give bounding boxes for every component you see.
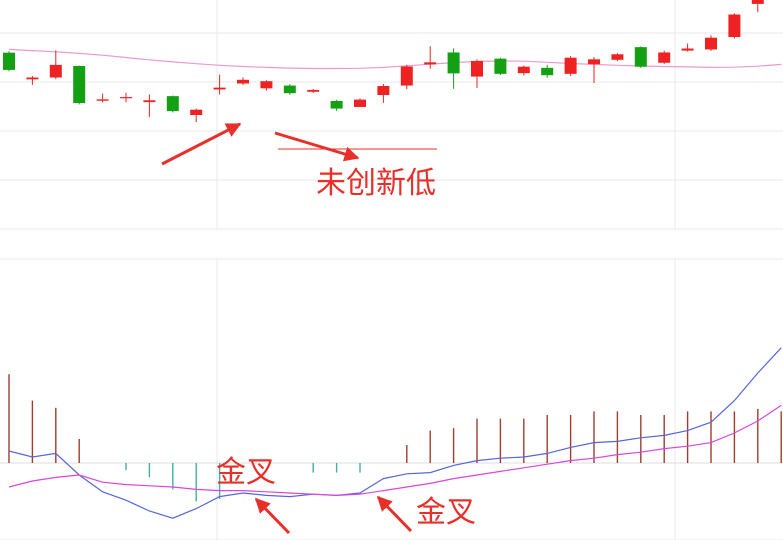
candle-body: [96, 99, 109, 101]
candle-body: [143, 100, 156, 103]
dif-line: [8, 347, 782, 519]
candle-body: [634, 47, 647, 67]
candle: [73, 65, 86, 105]
price-panel-grid: [0, 0, 783, 230]
candle-body: [588, 59, 600, 65]
candle-body: [307, 89, 320, 92]
candle-body: [260, 81, 273, 89]
candle: [166, 95, 179, 113]
candle-body: [120, 97, 132, 99]
candle: [120, 92, 132, 103]
candle: [681, 43, 694, 52]
candle-body: [728, 14, 741, 38]
annotation-golden-cross-2: 金叉: [416, 495, 476, 530]
candle: [213, 74, 226, 95]
candle-body: [541, 67, 554, 76]
candle: [447, 48, 460, 89]
candle: [377, 83, 390, 103]
candle: [330, 99, 343, 111]
candle: [26, 75, 39, 85]
candle-body: [400, 66, 413, 86]
candle: [705, 35, 717, 52]
candle: [541, 64, 554, 78]
candle-body: [658, 52, 671, 63]
candle: [400, 64, 413, 90]
candle: [494, 57, 507, 75]
candle: [260, 80, 273, 91]
moving-average-line: [8, 48, 782, 70]
candle: [424, 46, 437, 69]
candle-body: [354, 99, 366, 107]
candle-body: [49, 64, 62, 78]
candle-body: [705, 37, 717, 50]
arrow-no-new-low-left: [161, 122, 242, 166]
candle: [728, 13, 741, 39]
candle: [283, 84, 296, 95]
candle-body: [3, 52, 15, 70]
indicator-panel-grid: [0, 258, 783, 540]
candle-body: [611, 54, 624, 60]
candle: [658, 50, 671, 64]
candle-body: [681, 48, 694, 51]
arrow-golden-cross-2: [376, 495, 413, 533]
candle-body: [751, 0, 764, 4]
candle-body: [237, 79, 249, 84]
candle-body: [564, 57, 577, 74]
candle-body: [377, 86, 390, 95]
candle: [237, 77, 249, 86]
candle: [3, 51, 15, 72]
macd-histogram: [8, 374, 782, 502]
arrow-golden-cross-1: [254, 497, 291, 535]
candle: [634, 46, 647, 68]
candle-body: [447, 52, 460, 74]
candle: [564, 56, 577, 76]
candle-body: [213, 87, 226, 90]
candle-body: [166, 96, 179, 112]
candle-body: [190, 109, 203, 115]
annotation-golden-cross-1: 金叉: [216, 455, 276, 490]
candle: [354, 98, 366, 107]
candle: [611, 53, 624, 62]
candle-body: [73, 66, 86, 104]
candlestick-series: [3, 0, 764, 123]
candle: [588, 57, 600, 84]
annotation-no-new-low: 未创新低: [316, 166, 436, 201]
candle: [471, 59, 483, 88]
candle-body: [26, 77, 39, 80]
candle: [751, 0, 764, 13]
candle-body: [517, 66, 530, 74]
candle-body: [494, 58, 507, 74]
candle-body: [283, 85, 296, 94]
candle-body: [424, 62, 437, 65]
candle: [307, 89, 320, 93]
candle: [517, 65, 530, 76]
candle: [49, 50, 62, 80]
dea-line: [8, 404, 782, 497]
candle: [143, 94, 156, 118]
candle: [190, 108, 203, 123]
candle-body: [471, 60, 483, 77]
candle-body: [330, 100, 343, 109]
arrow-no-new-low-right: [274, 131, 360, 162]
candle: [96, 93, 109, 103]
